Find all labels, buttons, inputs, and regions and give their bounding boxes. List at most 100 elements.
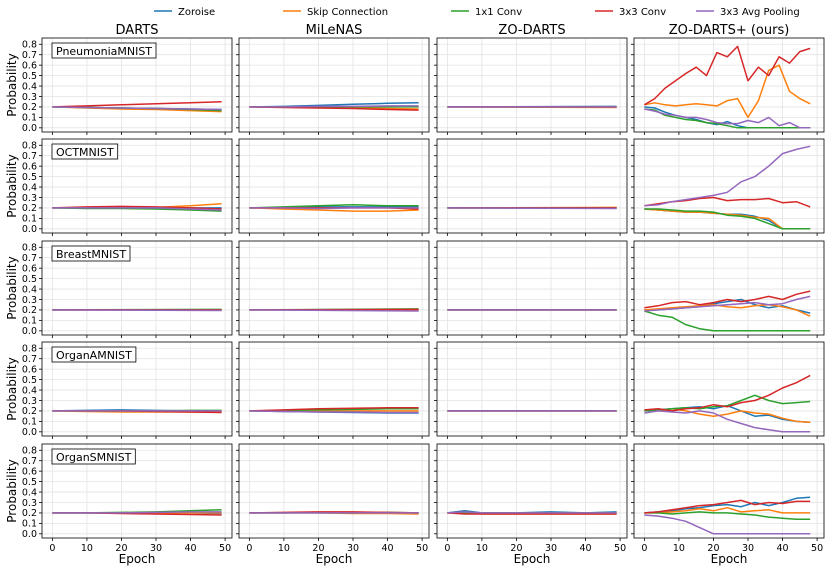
panel-organsmnist-milenas: 0 10 20 30 40 50: [236, 443, 430, 554]
panel-frame: [633, 240, 825, 336]
series-line-zoroise: [644, 496, 811, 514]
panel-organamnist-zo-darts: [434, 341, 628, 439]
y-tick-label: 0.6: [22, 364, 37, 375]
axis-labels: Probability Probability Probability Probabi…: [5, 53, 747, 566]
dataset-label: PneumoniaMNIST: [51, 42, 157, 59]
series-line-3x3-avg-pooling: [644, 514, 811, 535]
panel-octmnist-zo-darts-ours: [631, 138, 825, 236]
x-tick-label: 10: [81, 543, 93, 554]
panel-frame: [633, 443, 825, 539]
panel-frame: [41, 37, 233, 133]
panel-organsmnist-darts: 0.00.10.20.30.40.50.60.70.8 0 10 20 30 40 50 Or…: [22, 443, 233, 554]
series-line-3x3-conv: [447, 512, 617, 515]
y-tick-label: 0.1: [22, 113, 37, 124]
y-tick-label: 0.8: [22, 243, 37, 254]
y-tick-label: 0.3: [22, 396, 37, 407]
y-axis-label: Probability: [5, 459, 19, 522]
dataset-label-text: PneumoniaMNIST: [56, 45, 152, 58]
y-tick-label: 0.1: [22, 519, 37, 530]
series-line-3x3-avg-pooling: [644, 410, 811, 433]
dataset-label: BreastMNIST: [51, 245, 131, 262]
legend-label: 1x1 Conv: [475, 7, 522, 18]
dataset-label-text: OCTMNIST: [56, 146, 114, 159]
panels: 0.00.10.20.30.40.50.60.70.8 PneumoniaMNIS…: [22, 37, 825, 554]
panel-octmnist-darts: 0.00.10.20.30.40.50.60.70.8 OCTMNIST: [22, 138, 233, 236]
series-line-3x3-avg-pooling: [447, 207, 617, 210]
series-line-1x1-conv: [644, 208, 811, 230]
y-tick-label: 0.8: [22, 446, 37, 457]
panel-frame: [238, 138, 430, 234]
panel-octmnist-milenas: [236, 138, 430, 236]
series-line-zoroise: [644, 208, 811, 230]
panel-frame: [436, 341, 628, 437]
y-tick-label: 0.5: [22, 71, 37, 82]
series-line-3x3-avg-pooling: [644, 108, 811, 129]
x-tick-label: 0: [641, 543, 647, 554]
series-line-skip-connection: [644, 506, 811, 514]
y-tick-label: 0.5: [22, 274, 37, 285]
series-line-3x3-avg-pooling: [52, 309, 222, 312]
y-tick-label: 0.2: [22, 203, 37, 214]
legend-label: Skip Connection: [307, 7, 388, 18]
panel-frame: [436, 443, 628, 539]
y-tick-label: 0.5: [22, 375, 37, 386]
x-tick-label: 30: [150, 543, 162, 554]
x-tick-label: 10: [476, 543, 488, 554]
panel-frame: [436, 240, 628, 336]
series-line-3x3-avg-pooling: [52, 511, 222, 514]
x-tick-label: 50: [416, 543, 428, 554]
series-line-1x1-conv: [644, 310, 811, 332]
y-tick-label: 0.8: [22, 141, 37, 152]
y-tick-label: 0.7: [22, 151, 37, 162]
panel-organamnist-milenas: [236, 341, 430, 439]
y-tick-label: 0.4: [22, 284, 37, 295]
y-tick-label: 0.1: [22, 417, 37, 428]
dataset-label-text: OrganSMNIST: [56, 451, 132, 464]
x-tick-label: 0: [444, 543, 450, 554]
y-tick-label: 0.2: [22, 305, 37, 316]
series-line-3x3-avg-pooling: [52, 106, 222, 111]
panel-breastmnist-zo-darts: [434, 240, 628, 338]
panel-organamnist-darts: 0.00.10.20.30.40.50.60.70.8 OrganAMNIST: [22, 341, 233, 439]
x-tick-label: 50: [811, 543, 823, 554]
panel-frame: [633, 341, 825, 437]
legend-label: 3x3 Avg Pooling: [720, 7, 800, 18]
series-line-3x3-avg-pooling: [447, 511, 617, 514]
series-line-3x3-avg-pooling: [52, 207, 222, 211]
y-tick-label: 0.1: [22, 214, 37, 225]
y-axis-label: Probability: [5, 357, 19, 420]
panel-organamnist-zo-darts-ours: [631, 341, 825, 439]
series-line-3x3-avg-pooling: [249, 207, 419, 210]
x-axis-label: Epoch: [514, 552, 551, 566]
column-title-darts: DARTS: [116, 23, 159, 38]
y-tick-label: 0.2: [22, 508, 37, 519]
y-tick-label: 0.8: [22, 40, 37, 51]
panel-octmnist-zo-darts: [434, 138, 628, 236]
series-line-3x3-conv: [644, 499, 811, 514]
y-tick-label: 0.7: [22, 50, 37, 61]
series-line-3x3-avg-pooling: [644, 295, 811, 312]
series-line-1x1-conv: [249, 204, 419, 209]
panel-breastmnist-milenas: [236, 240, 430, 338]
y-tick-label: 0.4: [22, 487, 37, 498]
dataset-label-box: [51, 42, 157, 59]
y-axis-label: Probability: [5, 53, 19, 116]
x-tick-label: 30: [347, 543, 359, 554]
y-tick-label: 0.1: [22, 316, 37, 327]
legend-label: Zoroise: [178, 7, 215, 18]
y-tick-label: 0.7: [22, 354, 37, 365]
x-tick-label: 50: [219, 543, 231, 554]
x-tick-label: 20: [510, 543, 522, 554]
y-tick-label: 0.5: [22, 477, 37, 488]
y-tick-label: 0.6: [22, 263, 37, 274]
x-axis-label: Epoch: [119, 552, 156, 566]
y-tick-label: 0.3: [22, 92, 37, 103]
panel-frame: [41, 341, 233, 437]
series-line-3x3-avg-pooling: [644, 145, 811, 207]
dataset-label-text: OrganAMNIST: [56, 349, 132, 362]
series-line-1x1-conv: [644, 108, 811, 129]
series-line-3x3-avg-pooling: [249, 410, 419, 414]
x-tick-label: 20: [707, 543, 719, 554]
panel-pneumoniamnist-milenas: [236, 37, 430, 135]
x-tick-label: 20: [115, 543, 127, 554]
